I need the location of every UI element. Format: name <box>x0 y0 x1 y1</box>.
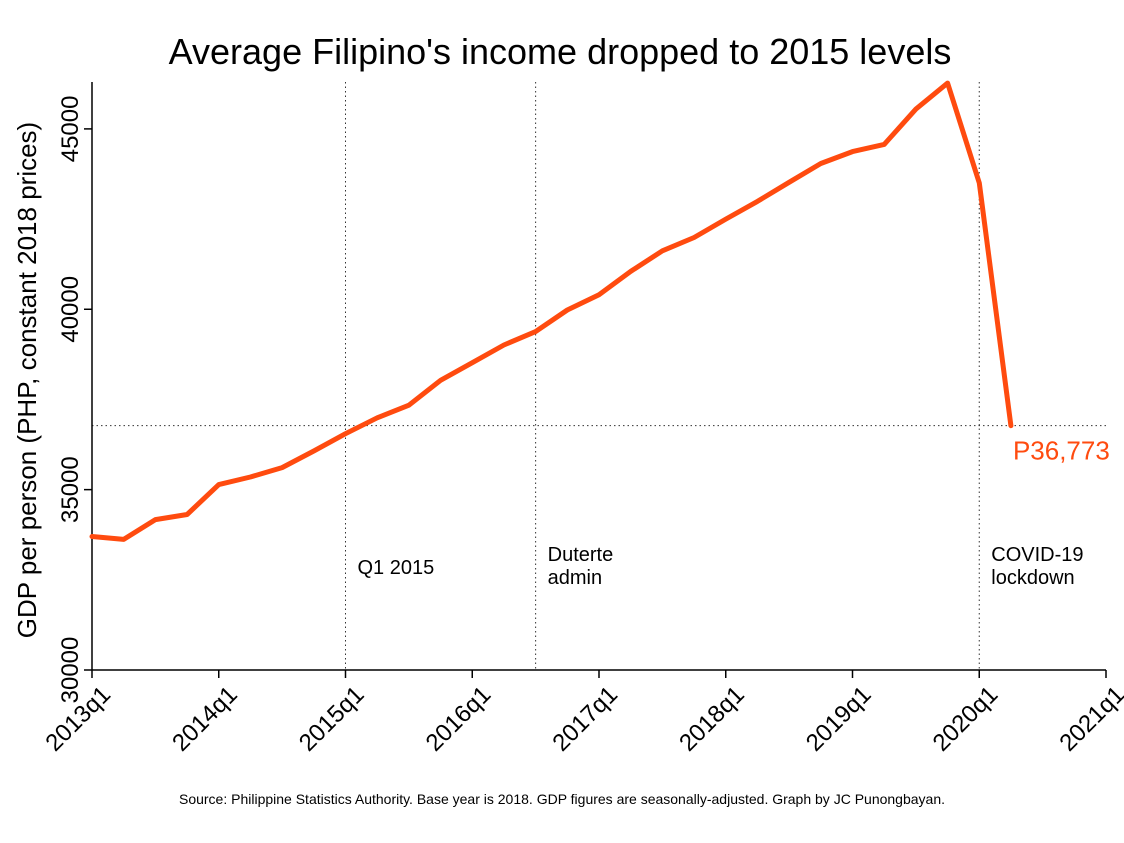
y-axis-title: GDP per person (PHP, constant 2018 price… <box>12 122 42 638</box>
x-tick-label: 2019q1 <box>801 681 877 757</box>
x-tick-label: 2015q1 <box>294 681 370 757</box>
source-note: Source: Philippine Statistics Authority.… <box>179 791 945 807</box>
y-tick-label: 40000 <box>57 276 84 343</box>
chart-title: Average Filipino's income dropped to 201… <box>169 31 952 72</box>
x-tick-label: 2020q1 <box>928 681 1004 757</box>
x-tick-label: 2018q1 <box>674 681 750 757</box>
gdp-line <box>89 80 1014 542</box>
gdp-series: P36,773 <box>89 80 1110 542</box>
reference-lines: Q1 2015 Duterte admin COVID-19 lockdown <box>92 82 1106 670</box>
reference-label: Duterte admin <box>548 544 614 589</box>
y-tick-label: 30000 <box>57 637 84 704</box>
y-tick-label: 45000 <box>57 96 84 163</box>
x-tick-label: 2021q1 <box>1054 681 1124 757</box>
reference-label: Q1 2015 <box>358 557 435 579</box>
reference-label: COVID-19 lockdown <box>991 544 1083 589</box>
y-tick-label: 35000 <box>57 456 84 523</box>
x-tick-label: 2014q1 <box>167 681 243 757</box>
end-value-label: P36,773 <box>1013 436 1110 466</box>
x-tick-label: 2016q1 <box>421 681 497 757</box>
x-tick-label: 2017q1 <box>547 681 623 757</box>
